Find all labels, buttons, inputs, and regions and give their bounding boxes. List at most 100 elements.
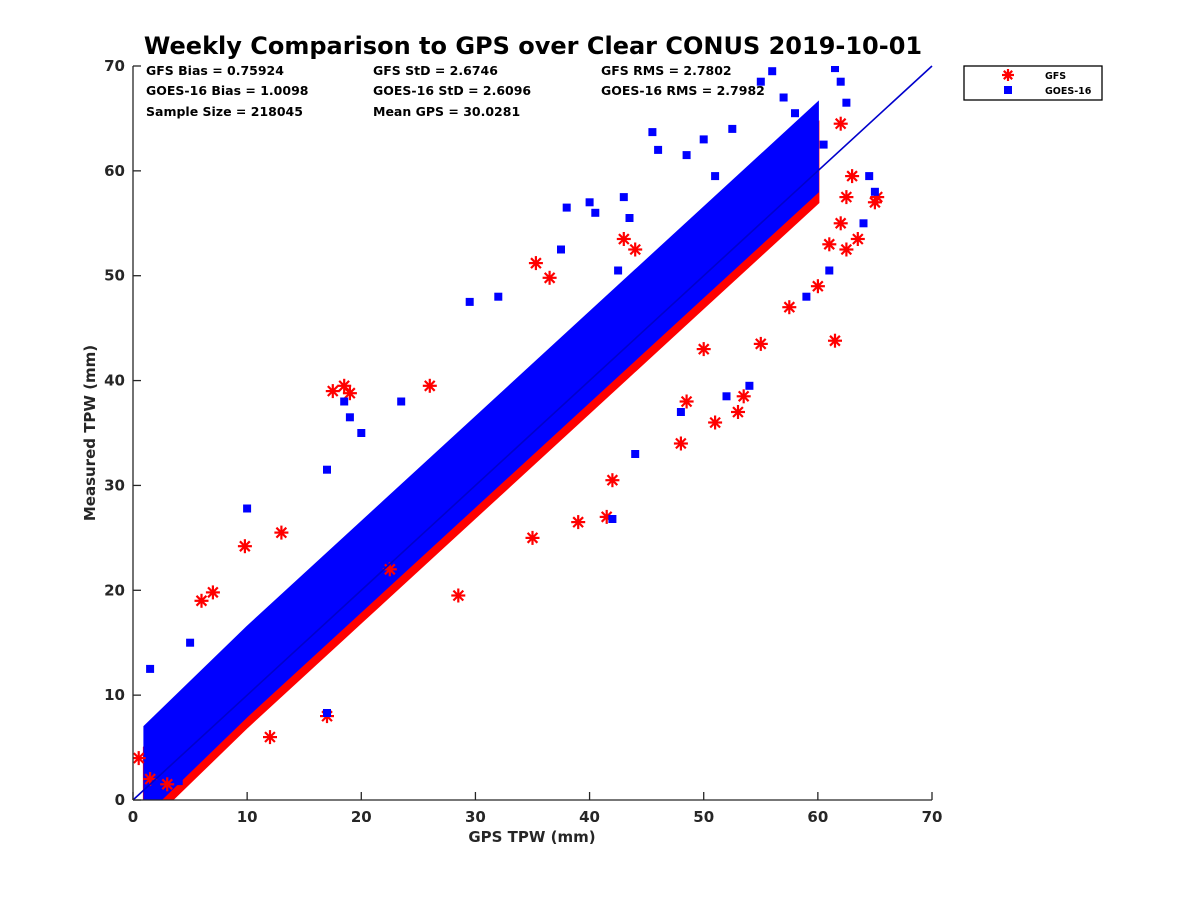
- x-tick-label: 70: [922, 808, 943, 826]
- gfs-series: [133, 116, 885, 792]
- goes16-point: [779, 93, 788, 102]
- goes16-point: [243, 504, 252, 513]
- gfs-point: [822, 237, 837, 252]
- goes16-point: [711, 172, 720, 181]
- goes16-point: [865, 172, 874, 181]
- stats-block: GFS Bias = 0.75924 GFS StD = 2.6746 GFS RM…: [146, 63, 765, 119]
- y-tick-label: 0: [115, 791, 125, 809]
- one-to-one-line: [132, 65, 933, 801]
- goes16-point: [357, 429, 366, 437]
- stat-text: GOES-16 RMS = 2.7982: [601, 83, 765, 98]
- goes16-point: [625, 214, 634, 222]
- gfs-point: [325, 384, 340, 399]
- gfs-point: [833, 216, 848, 231]
- gfs-point: [731, 405, 745, 419]
- gfs-point: [237, 539, 252, 554]
- gfs-point: [263, 730, 277, 745]
- goes16-point: [791, 109, 799, 118]
- goes16-point: [146, 664, 155, 673]
- legend-goes16-marker: [1004, 86, 1012, 94]
- gfs-point: [605, 473, 620, 488]
- x-tick-label: 60: [807, 808, 828, 826]
- legend-gfs-label: GFS: [1045, 71, 1066, 82]
- stat-text: Mean GPS = 30.0281: [373, 104, 520, 119]
- y-tick-label: 60: [104, 162, 125, 180]
- x-tick-label: 30: [465, 808, 486, 826]
- density-bands: [142, 100, 820, 800]
- goes16-point: [859, 219, 868, 228]
- gfs-point: [828, 333, 842, 348]
- gfs-point: [753, 336, 768, 351]
- goes16-point: [402, 507, 411, 516]
- legend-goes16-label: GOES-16: [1045, 86, 1092, 97]
- x-tick-label: 0: [128, 808, 138, 826]
- y-tick-label: 40: [104, 372, 125, 390]
- stat-text: GFS StD = 2.6746: [373, 63, 498, 78]
- goes16-point: [323, 709, 331, 717]
- goes16-point: [842, 98, 851, 107]
- y-tick-label: 10: [104, 686, 125, 704]
- goes16-point: [654, 145, 663, 154]
- goes16-point: [676, 408, 685, 416]
- gfs-point: [679, 394, 694, 409]
- gfs-point: [810, 279, 825, 294]
- goes16-point: [345, 413, 354, 422]
- stat-text: GFS Bias = 0.75924: [146, 63, 284, 78]
- x-tick-label: 50: [693, 808, 714, 826]
- goes16-point: [870, 187, 879, 196]
- goes16-point: [557, 245, 565, 254]
- goes16-point: [682, 151, 691, 160]
- gfs-point: [616, 232, 631, 246]
- stat-text: GFS RMS = 2.7802: [601, 63, 732, 78]
- gfs-point: [451, 588, 466, 603]
- gfs-point: [736, 389, 751, 404]
- gfs-point: [528, 256, 543, 271]
- goes16-point: [768, 67, 777, 76]
- goes16-point: [340, 397, 349, 406]
- goes16-point: [323, 465, 331, 474]
- gfs-point: [274, 525, 289, 540]
- goes16-density-band: [143, 100, 819, 800]
- gfs-point: [782, 300, 797, 315]
- goes16-point: [591, 208, 600, 217]
- x-tick-label: 40: [579, 808, 600, 826]
- goes16-point: [728, 124, 737, 133]
- goes16-point: [151, 780, 160, 789]
- goes16-point: [802, 292, 811, 301]
- goes16-point: [745, 381, 754, 390]
- stat-text: GOES-16 Bias = 1.0098: [146, 83, 308, 98]
- x-tick-label: 20: [351, 808, 372, 826]
- gfs-point: [422, 378, 437, 393]
- gfs-point: [133, 751, 146, 766]
- goes16-point: [819, 140, 828, 149]
- legend-gfs-marker: [1002, 69, 1014, 81]
- gfs-point: [525, 530, 540, 545]
- stat-text: Sample Size = 218045: [146, 104, 303, 119]
- gfs-point: [194, 593, 209, 608]
- gfs-point: [542, 270, 557, 285]
- goes16-point: [699, 135, 708, 144]
- gfs-point: [839, 242, 854, 257]
- gfs-point: [833, 116, 848, 131]
- gfs-point: [571, 515, 586, 530]
- axes: 0 10 20 30 40 50 60 70 0 10 20 30 40 50 60 70: [104, 57, 942, 826]
- goes16-point: [619, 193, 628, 202]
- goes16-point: [494, 292, 503, 301]
- gfs-point: [850, 232, 865, 246]
- goes16-point: [756, 77, 765, 86]
- gfs-point: [696, 342, 711, 357]
- y-tick-label: 70: [104, 57, 125, 75]
- goes16-point: [585, 198, 594, 207]
- gfs-point: [839, 190, 854, 205]
- y-tick-label: 30: [104, 476, 125, 494]
- y-tick-label: 50: [104, 267, 125, 285]
- goes16-point: [825, 266, 834, 275]
- x-axis-label: GPS TPW (mm): [468, 828, 595, 846]
- goes16-series: [146, 66, 879, 789]
- gfs-point: [205, 585, 220, 600]
- gfs-point: [673, 436, 688, 451]
- gfs-point: [160, 777, 175, 792]
- gfs-point: [628, 242, 643, 257]
- y-axis-label: Measured TPW (mm): [81, 345, 99, 521]
- goes16-point: [614, 266, 623, 275]
